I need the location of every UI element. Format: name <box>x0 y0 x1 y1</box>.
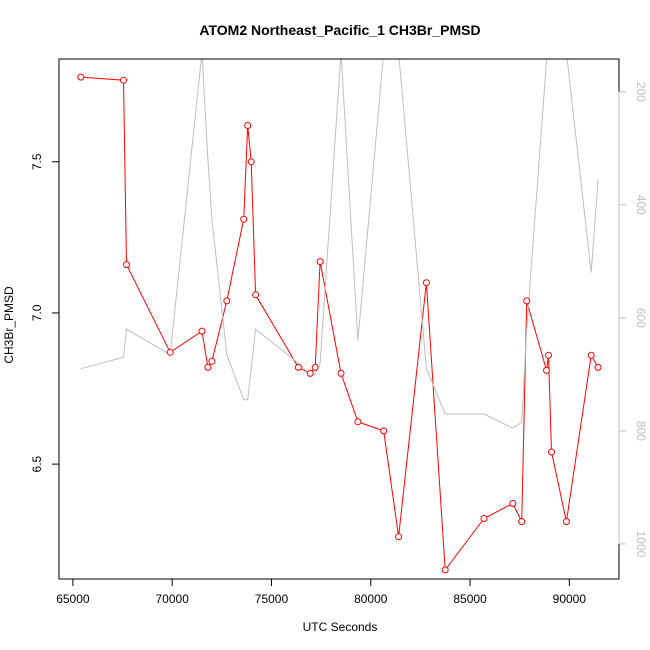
data-point <box>208 357 216 365</box>
y-tick-label: 6.5 <box>30 455 44 472</box>
data-point <box>562 518 570 526</box>
data-point <box>337 369 345 377</box>
data-point <box>545 351 552 359</box>
data-point <box>594 363 602 371</box>
data-point <box>294 363 302 371</box>
data-point <box>422 279 430 287</box>
x-tick-label: 70000 <box>156 592 190 606</box>
data-point <box>354 418 362 426</box>
data-point <box>509 499 517 507</box>
x-tick-label: 90000 <box>553 592 587 606</box>
data-point <box>198 327 206 335</box>
data-point <box>441 566 449 574</box>
data-point <box>120 76 127 84</box>
y-tick-label: 7.5 <box>30 153 44 170</box>
data-point <box>247 158 255 166</box>
data-point <box>316 258 324 266</box>
x-tick-label: 80000 <box>354 592 388 606</box>
data-point <box>244 122 252 129</box>
data-point <box>395 533 403 541</box>
data-point <box>306 369 314 377</box>
y2-tick-label: 200 <box>634 82 648 102</box>
data-point <box>240 215 248 223</box>
data-point <box>223 297 231 305</box>
x-axis-label: UTC Seconds <box>303 620 378 634</box>
data-point <box>548 448 555 456</box>
right-axis-series-line <box>80 59 599 429</box>
chart-title: ATOM2 Northeast_Pacific_1 CH3Br_PMSD <box>199 22 480 38</box>
y-tick-label: 7.0 <box>30 304 44 321</box>
x-tick-label: 65000 <box>56 592 90 606</box>
data-point <box>587 351 595 359</box>
data-point <box>311 363 319 371</box>
data-point <box>77 73 85 81</box>
data-point <box>480 515 488 522</box>
data-point <box>252 291 260 299</box>
data-point <box>380 427 388 435</box>
data-point <box>543 366 550 374</box>
y-axis-label: CH3Br_PMSD <box>2 286 16 364</box>
data-point <box>123 261 130 269</box>
data-point <box>518 518 526 526</box>
x-tick-label: 75000 <box>255 592 289 606</box>
data-point <box>166 348 174 356</box>
data-point <box>523 297 531 305</box>
plot-area <box>77 59 602 574</box>
x-tick-label: 85000 <box>453 592 487 606</box>
y2-tick-label: 400 <box>634 195 648 215</box>
y2-tick-label: 800 <box>634 421 648 441</box>
y2-tick-label: 600 <box>634 308 648 328</box>
y2-tick-label: 1000 <box>634 531 648 558</box>
data-point <box>204 363 212 371</box>
axes: 65000 70000 75000 80000 85000 90000 6.5 7.0 7.5 2… <box>30 58 648 606</box>
